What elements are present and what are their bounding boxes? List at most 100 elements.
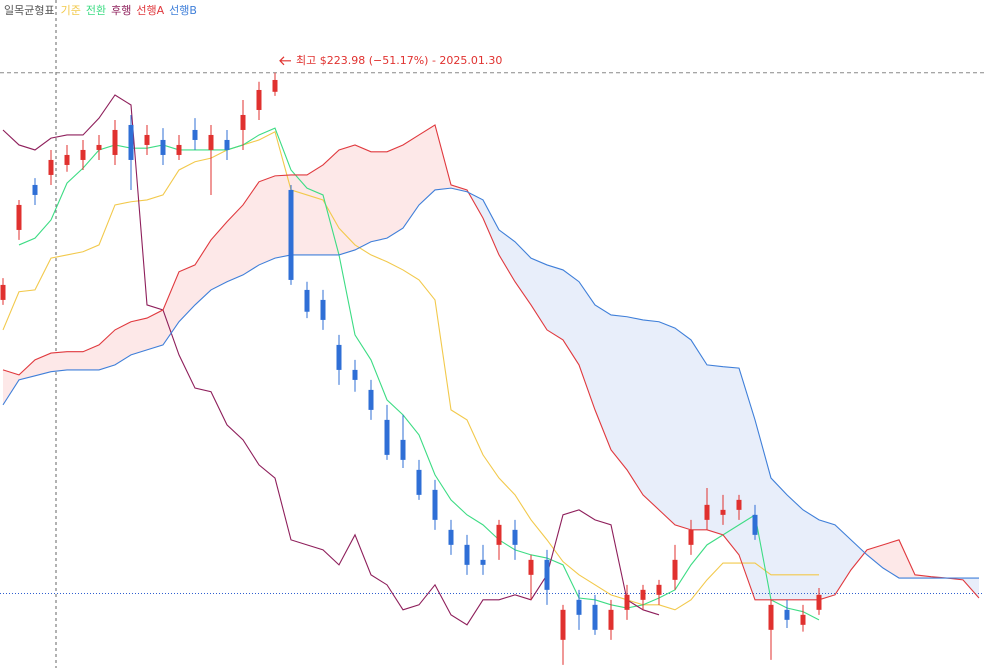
cloud-segment (515, 241, 531, 305)
cloud-segment (483, 199, 499, 255)
candle-body (432, 489, 438, 520)
cloud-segment (291, 174, 307, 255)
cloud-segment (227, 204, 243, 282)
cloud-segment (355, 144, 371, 250)
cloud-segment (419, 124, 435, 205)
candle-body (560, 609, 566, 640)
candle-body (576, 599, 582, 615)
candle-body (272, 79, 278, 92)
candle-body (528, 559, 534, 575)
cloud-segment (147, 309, 163, 350)
annotation: 최고 $223.98 (−51.17%) - 2025.01.30 (296, 54, 502, 67)
cloud-segment (595, 304, 611, 450)
candle-body (512, 529, 518, 545)
cloud-segment (403, 134, 419, 229)
cloud-segment (643, 319, 659, 510)
candle-body (368, 389, 374, 410)
candle-body (144, 134, 150, 145)
candle-body (0, 284, 6, 300)
candle-body (240, 114, 246, 130)
cloud-segment (339, 144, 355, 255)
candle-body (32, 184, 38, 195)
cloud-segment (179, 264, 195, 322)
cloud-segment (627, 316, 643, 495)
legend-entry: 선행A (136, 4, 164, 17)
cloud-segment (579, 281, 595, 410)
candle-body (288, 189, 294, 280)
candle-body (768, 604, 774, 630)
cloud-segment (835, 524, 851, 595)
cloud-segment (307, 164, 323, 255)
candle-body (592, 604, 598, 630)
cloud-segment (803, 509, 819, 600)
cloud-segment (707, 364, 723, 535)
cloud-segment (83, 344, 99, 370)
legend-entry: 선행B (169, 4, 197, 17)
candle-body (752, 514, 758, 535)
cloud-segment (387, 144, 403, 239)
cloud-segment (499, 229, 515, 282)
legend-entry: 전환 (86, 4, 106, 17)
candle-body (800, 614, 806, 625)
candle-body (416, 469, 422, 495)
candle-body (336, 344, 342, 370)
cloud-segment (67, 351, 83, 370)
candle-body (672, 559, 678, 580)
candle-body (96, 144, 102, 150)
cloud-segment (243, 181, 259, 275)
candle-body (208, 134, 214, 150)
candle-body (736, 499, 742, 510)
candle-body (256, 89, 262, 110)
candle-body (544, 559, 550, 590)
candle-body (704, 504, 710, 520)
candle-body (464, 544, 470, 565)
legend: 일목균형표 기준 전환 후행 선행A 선행B (4, 3, 197, 17)
cloud-segment (371, 151, 387, 242)
cloud-segment (659, 321, 675, 525)
candle-body (64, 154, 70, 165)
legend-title: 일목균형표 (4, 3, 55, 17)
indicator-line (2, 187, 979, 579)
candle-body (720, 509, 726, 515)
cloud-segment (51, 351, 67, 372)
cloud-segment (867, 544, 883, 569)
cloud-segment (131, 318, 147, 355)
cloud-segment (563, 269, 579, 365)
cloud-segment (787, 494, 803, 600)
cloud-segment (611, 314, 627, 470)
candle-body (352, 369, 358, 380)
candle-body (784, 609, 790, 620)
cloud-segment (851, 539, 865, 570)
candle-body (480, 559, 486, 565)
cloud-segment (531, 258, 547, 330)
candle-body (304, 289, 310, 312)
candle-body (112, 129, 118, 155)
candle-body (48, 159, 54, 175)
candle-body (448, 529, 454, 545)
candle-body (640, 589, 646, 600)
candle-body (160, 139, 166, 155)
cloud-segment (883, 539, 899, 579)
candle-body (16, 204, 22, 230)
candle-body (624, 594, 630, 610)
candle-body (176, 144, 182, 155)
cloud-segment (195, 239, 211, 305)
cloud-segment (723, 366, 739, 555)
legend-entry: 후행 (111, 4, 131, 17)
candle-body (400, 439, 406, 460)
indicator-line (2, 124, 980, 601)
cloud-segment (819, 519, 835, 600)
candle-body (192, 129, 198, 140)
cloud-segment (771, 478, 787, 600)
cloud-segment (3, 369, 19, 405)
cloud-segment (275, 174, 291, 259)
candle-body (656, 584, 662, 595)
cloud-segment (691, 339, 707, 530)
cloud-segment (739, 368, 755, 600)
cloud-segment (19, 359, 35, 380)
annotation-arrow (279, 56, 291, 66)
cloud-segment (259, 175, 275, 265)
candle-body (320, 299, 326, 320)
